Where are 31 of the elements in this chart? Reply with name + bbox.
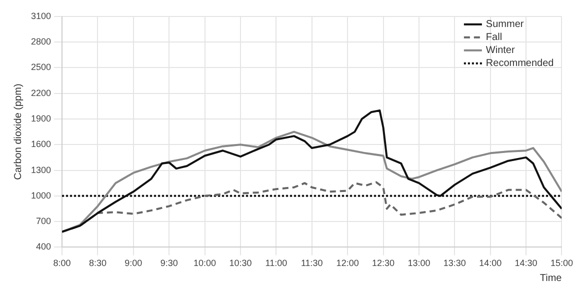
x-tick-label: 12:00 [336, 258, 359, 268]
y-tick-label: 2500 [30, 62, 52, 72]
legend-label: Fall [486, 32, 502, 44]
x-tick-label: 8:30 [88, 258, 106, 268]
x-tick-label: 15:00 [550, 258, 574, 268]
y-tick-label: 2200 [30, 88, 52, 98]
legend-label: Winter [486, 45, 516, 56]
y-tick-label: 1300 [30, 164, 52, 175]
x-tick-label: 8:00 [53, 258, 71, 268]
x-tick-label: 14:00 [479, 258, 502, 268]
legend-label: Recommended [486, 58, 554, 70]
y-tick-label: 2800 [30, 36, 52, 47]
y-tick-label: 400 [36, 242, 52, 252]
y-tick-label: 3100 [30, 10, 52, 21]
y-tick-label: 1600 [30, 139, 52, 150]
x-tick-label: 13:00 [408, 258, 430, 268]
y-tick-label: 700 [36, 216, 52, 226]
x-tick-label: 12:30 [372, 258, 395, 268]
legend-label: Summer [486, 19, 524, 30]
x-tick-label: 11:30 [300, 258, 323, 268]
x-tick-label: 9:00 [124, 258, 142, 268]
x-tick-label: 14:30 [514, 258, 538, 268]
y-axis-title: Carbon dioxide (ppm) [12, 84, 24, 180]
y-tick-label: 1900 [30, 113, 52, 124]
y-tick-label: 1000 [30, 190, 52, 200]
x-tick-label: 13:30 [443, 258, 466, 268]
x-tick-label: 9:30 [160, 258, 178, 268]
x-tick-label: 11:00 [265, 258, 288, 268]
x-tick-label: 10:30 [229, 258, 252, 268]
x-tick-label: 10:00 [194, 258, 216, 268]
x-axis-title: Time [540, 272, 562, 284]
